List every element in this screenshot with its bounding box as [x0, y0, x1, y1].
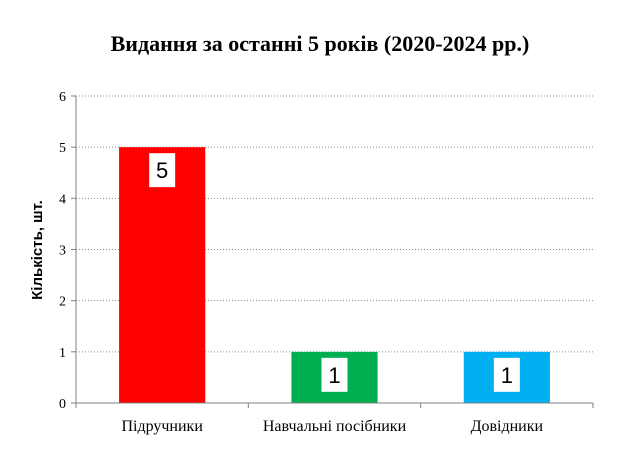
data-label: 5: [156, 158, 168, 183]
data-labels: 5 1 1: [149, 153, 520, 392]
y-tick-label: 3: [59, 244, 66, 259]
chart-title: Видання за останні 5 років (2020-2024 рр…: [111, 31, 530, 56]
y-tick-label: 2: [59, 295, 66, 310]
y-tick-label: 5: [59, 141, 66, 156]
y-tick-label: 1: [59, 346, 66, 361]
data-label: 1: [501, 363, 513, 388]
data-label-box: [493, 357, 520, 392]
x-tick-label: Навчальні посібники: [263, 418, 407, 435]
x-axis-ticks: Підручники Навчальні посібники Довідники: [75, 403, 594, 435]
x-tick-label: Підручники: [121, 418, 203, 435]
x-tick-label: Довідники: [471, 418, 544, 435]
data-label-box: [149, 153, 176, 188]
data-label: 1: [328, 363, 340, 388]
y-tick-label: 6: [59, 90, 66, 105]
axes: [75, 96, 593, 404]
y-axis-title-group: Кількість, шт.: [29, 200, 46, 300]
y-tick-label: 4: [59, 192, 66, 207]
data-label-box: [321, 357, 348, 392]
y-axis-title: Кількість, шт.: [29, 200, 46, 300]
bar: [119, 147, 206, 403]
y-axis-ticks: 0 1 2 3 4 5 6: [59, 90, 76, 412]
y-tick-label: 0: [59, 397, 66, 412]
